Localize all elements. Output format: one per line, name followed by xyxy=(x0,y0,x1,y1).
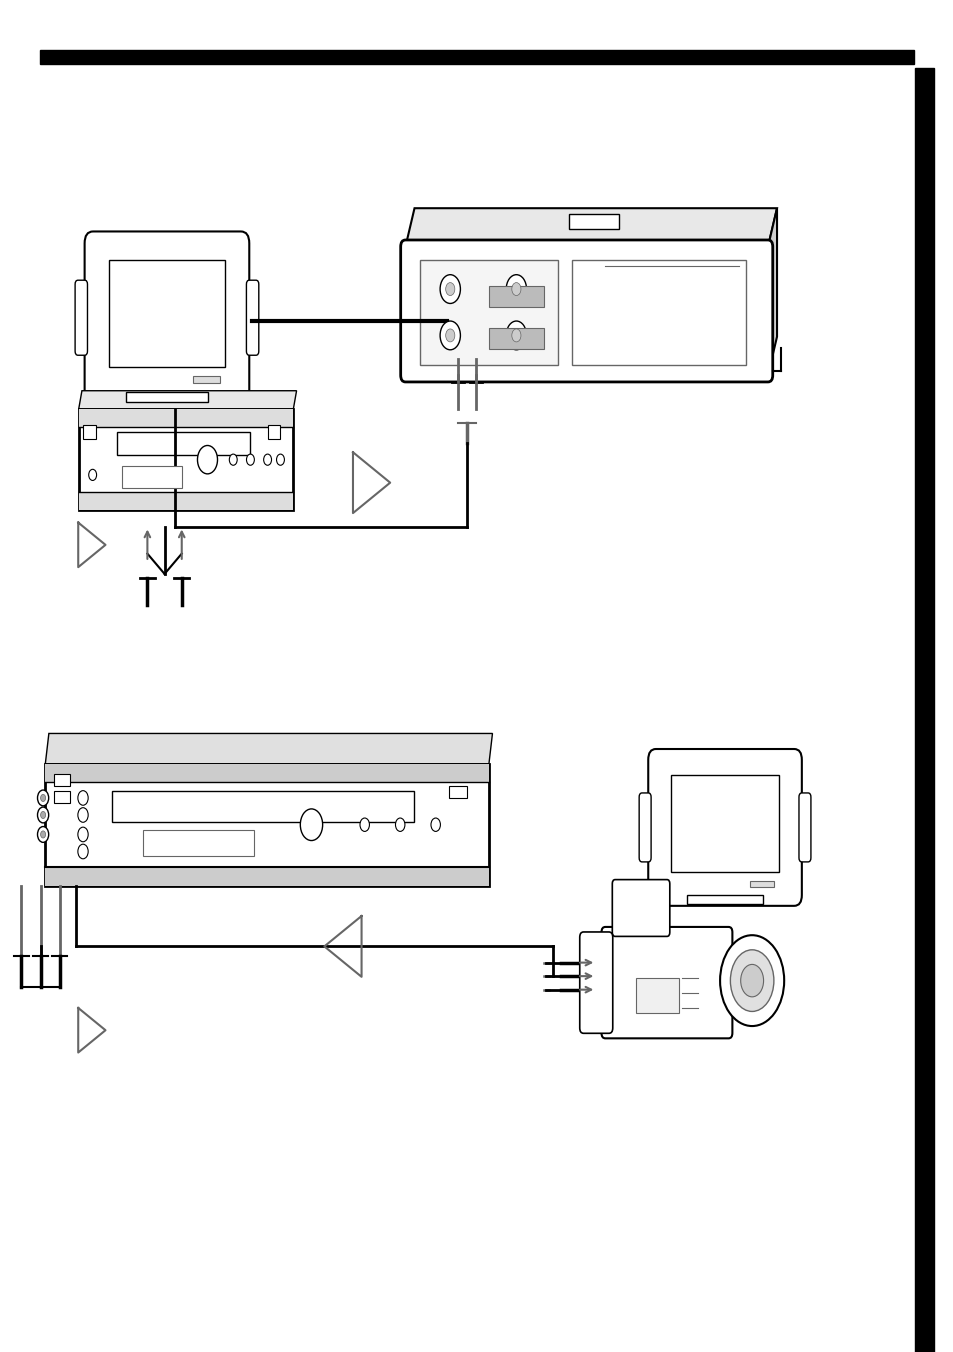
Bar xyxy=(54,773,70,786)
FancyBboxPatch shape xyxy=(600,927,732,1038)
Bar xyxy=(143,830,253,856)
Circle shape xyxy=(445,329,455,342)
Bar xyxy=(568,214,618,230)
Bar xyxy=(112,791,413,822)
Circle shape xyxy=(197,445,217,475)
Circle shape xyxy=(78,791,88,806)
Polygon shape xyxy=(79,391,296,408)
Bar xyxy=(83,426,96,439)
Bar xyxy=(79,492,294,510)
Circle shape xyxy=(263,454,272,465)
Circle shape xyxy=(395,818,404,831)
Polygon shape xyxy=(46,733,492,764)
FancyBboxPatch shape xyxy=(579,932,612,1033)
Bar xyxy=(686,895,762,904)
Bar xyxy=(636,977,679,1013)
Circle shape xyxy=(78,807,88,822)
Bar xyxy=(46,764,489,886)
Circle shape xyxy=(720,936,783,1026)
Circle shape xyxy=(276,454,284,465)
FancyBboxPatch shape xyxy=(400,241,772,381)
Circle shape xyxy=(37,807,49,823)
Bar xyxy=(46,868,489,886)
Bar xyxy=(449,786,466,798)
Circle shape xyxy=(740,964,762,996)
Bar xyxy=(419,260,558,365)
Bar xyxy=(54,791,70,803)
Circle shape xyxy=(300,808,322,841)
Circle shape xyxy=(37,826,49,842)
Circle shape xyxy=(730,950,773,1011)
Circle shape xyxy=(229,454,237,465)
Circle shape xyxy=(78,827,88,842)
Circle shape xyxy=(511,283,520,296)
Bar xyxy=(488,287,543,307)
Circle shape xyxy=(506,320,526,350)
Circle shape xyxy=(41,795,46,802)
Bar xyxy=(46,764,489,781)
Circle shape xyxy=(506,274,526,303)
FancyBboxPatch shape xyxy=(85,231,249,404)
Circle shape xyxy=(41,811,46,818)
FancyBboxPatch shape xyxy=(648,749,801,906)
Bar xyxy=(488,329,543,349)
Polygon shape xyxy=(405,208,776,246)
Circle shape xyxy=(431,818,440,831)
Circle shape xyxy=(439,320,460,350)
Circle shape xyxy=(37,790,49,806)
Circle shape xyxy=(359,818,369,831)
Circle shape xyxy=(445,283,455,296)
Bar xyxy=(749,882,774,887)
Circle shape xyxy=(511,329,520,342)
Circle shape xyxy=(78,844,88,859)
Bar xyxy=(79,408,294,427)
Bar xyxy=(193,376,219,383)
Polygon shape xyxy=(767,208,776,375)
FancyBboxPatch shape xyxy=(75,280,88,356)
Circle shape xyxy=(89,469,96,480)
Bar xyxy=(117,433,250,454)
Bar xyxy=(110,260,224,366)
Bar xyxy=(126,392,208,403)
Circle shape xyxy=(439,274,460,303)
Bar xyxy=(267,426,280,439)
Bar xyxy=(572,260,745,365)
Bar xyxy=(670,775,779,872)
FancyBboxPatch shape xyxy=(639,792,650,863)
FancyBboxPatch shape xyxy=(612,880,669,937)
Circle shape xyxy=(41,831,46,838)
Bar xyxy=(122,465,181,488)
FancyBboxPatch shape xyxy=(798,792,810,863)
Circle shape xyxy=(246,454,254,465)
Bar xyxy=(914,68,933,1352)
FancyBboxPatch shape xyxy=(246,280,258,356)
Bar xyxy=(79,408,294,510)
Bar xyxy=(40,50,913,64)
